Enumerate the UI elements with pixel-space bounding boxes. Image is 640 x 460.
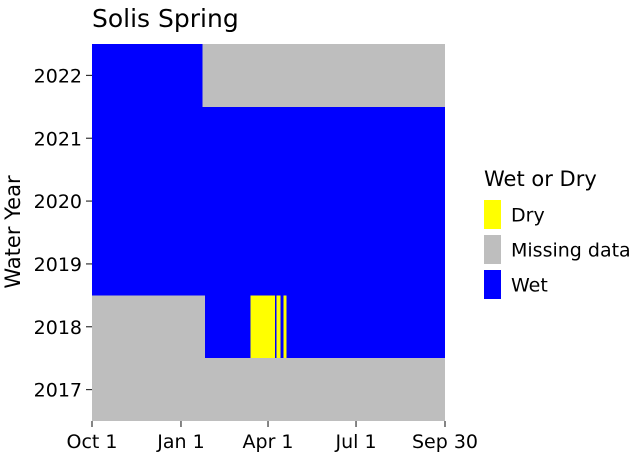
legend-title: Wet or Dry — [484, 167, 597, 191]
legend-swatch-missing — [484, 235, 501, 264]
heatmap-cell-2018-wet — [280, 295, 284, 359]
heatmap-cell-2018-dry — [283, 295, 287, 359]
x-tick-label: Oct 1 — [67, 431, 118, 453]
legend: Wet or Dry Dry Missing data Wet — [484, 167, 631, 299]
heatmap-cell-2019-wet — [92, 232, 445, 296]
heatmap-cell-2018-wet — [286, 295, 445, 359]
heatmap-cell-2018-dry — [276, 295, 281, 359]
heatmap-cell-2022-wet — [92, 44, 203, 107]
heatmap-cells — [92, 44, 445, 421]
x-tick-label: Sep 30 — [412, 431, 478, 453]
chart-title: Solis Spring — [92, 4, 239, 33]
y-tick-label: 2019 — [34, 254, 82, 276]
legend-label-wet: Wet — [511, 275, 548, 297]
legend-swatch-dry — [484, 200, 501, 229]
x-tick-label: Apr 1 — [243, 431, 294, 453]
heatmap-cell-2017-missing — [92, 358, 445, 421]
heatmap-cell-2018-wet — [205, 295, 251, 359]
legend-label-dry: Dry — [511, 205, 545, 227]
heatmap-cell-2022-missing — [202, 44, 445, 107]
heatmap-cell-2020-wet — [92, 169, 445, 233]
heatmap-cell-2018-wet — [274, 295, 277, 359]
y-tick-label: 2017 — [34, 380, 82, 402]
x-tick-label: Jan 1 — [156, 431, 204, 453]
x-tick-label: Jul 1 — [334, 431, 376, 453]
heatmap-cell-2018-dry — [250, 295, 275, 359]
y-tick-label: 2018 — [34, 317, 82, 339]
y-tick-label: 2020 — [34, 191, 82, 213]
axes: Oct 1 Jan 1 Apr 1 Jul 1 Sep 30 2017 2018 2019 20… — [34, 65, 478, 453]
y-tick-label: 2022 — [34, 65, 82, 87]
y-tick-label: 2021 — [34, 128, 82, 150]
y-axis-title: Water Year — [1, 175, 25, 289]
legend-swatch-wet — [484, 270, 501, 299]
heatmap-cell-2018-missing — [92, 295, 206, 359]
heatmap-cell-2021-wet — [92, 106, 445, 170]
legend-label-missing: Missing data — [511, 240, 631, 262]
